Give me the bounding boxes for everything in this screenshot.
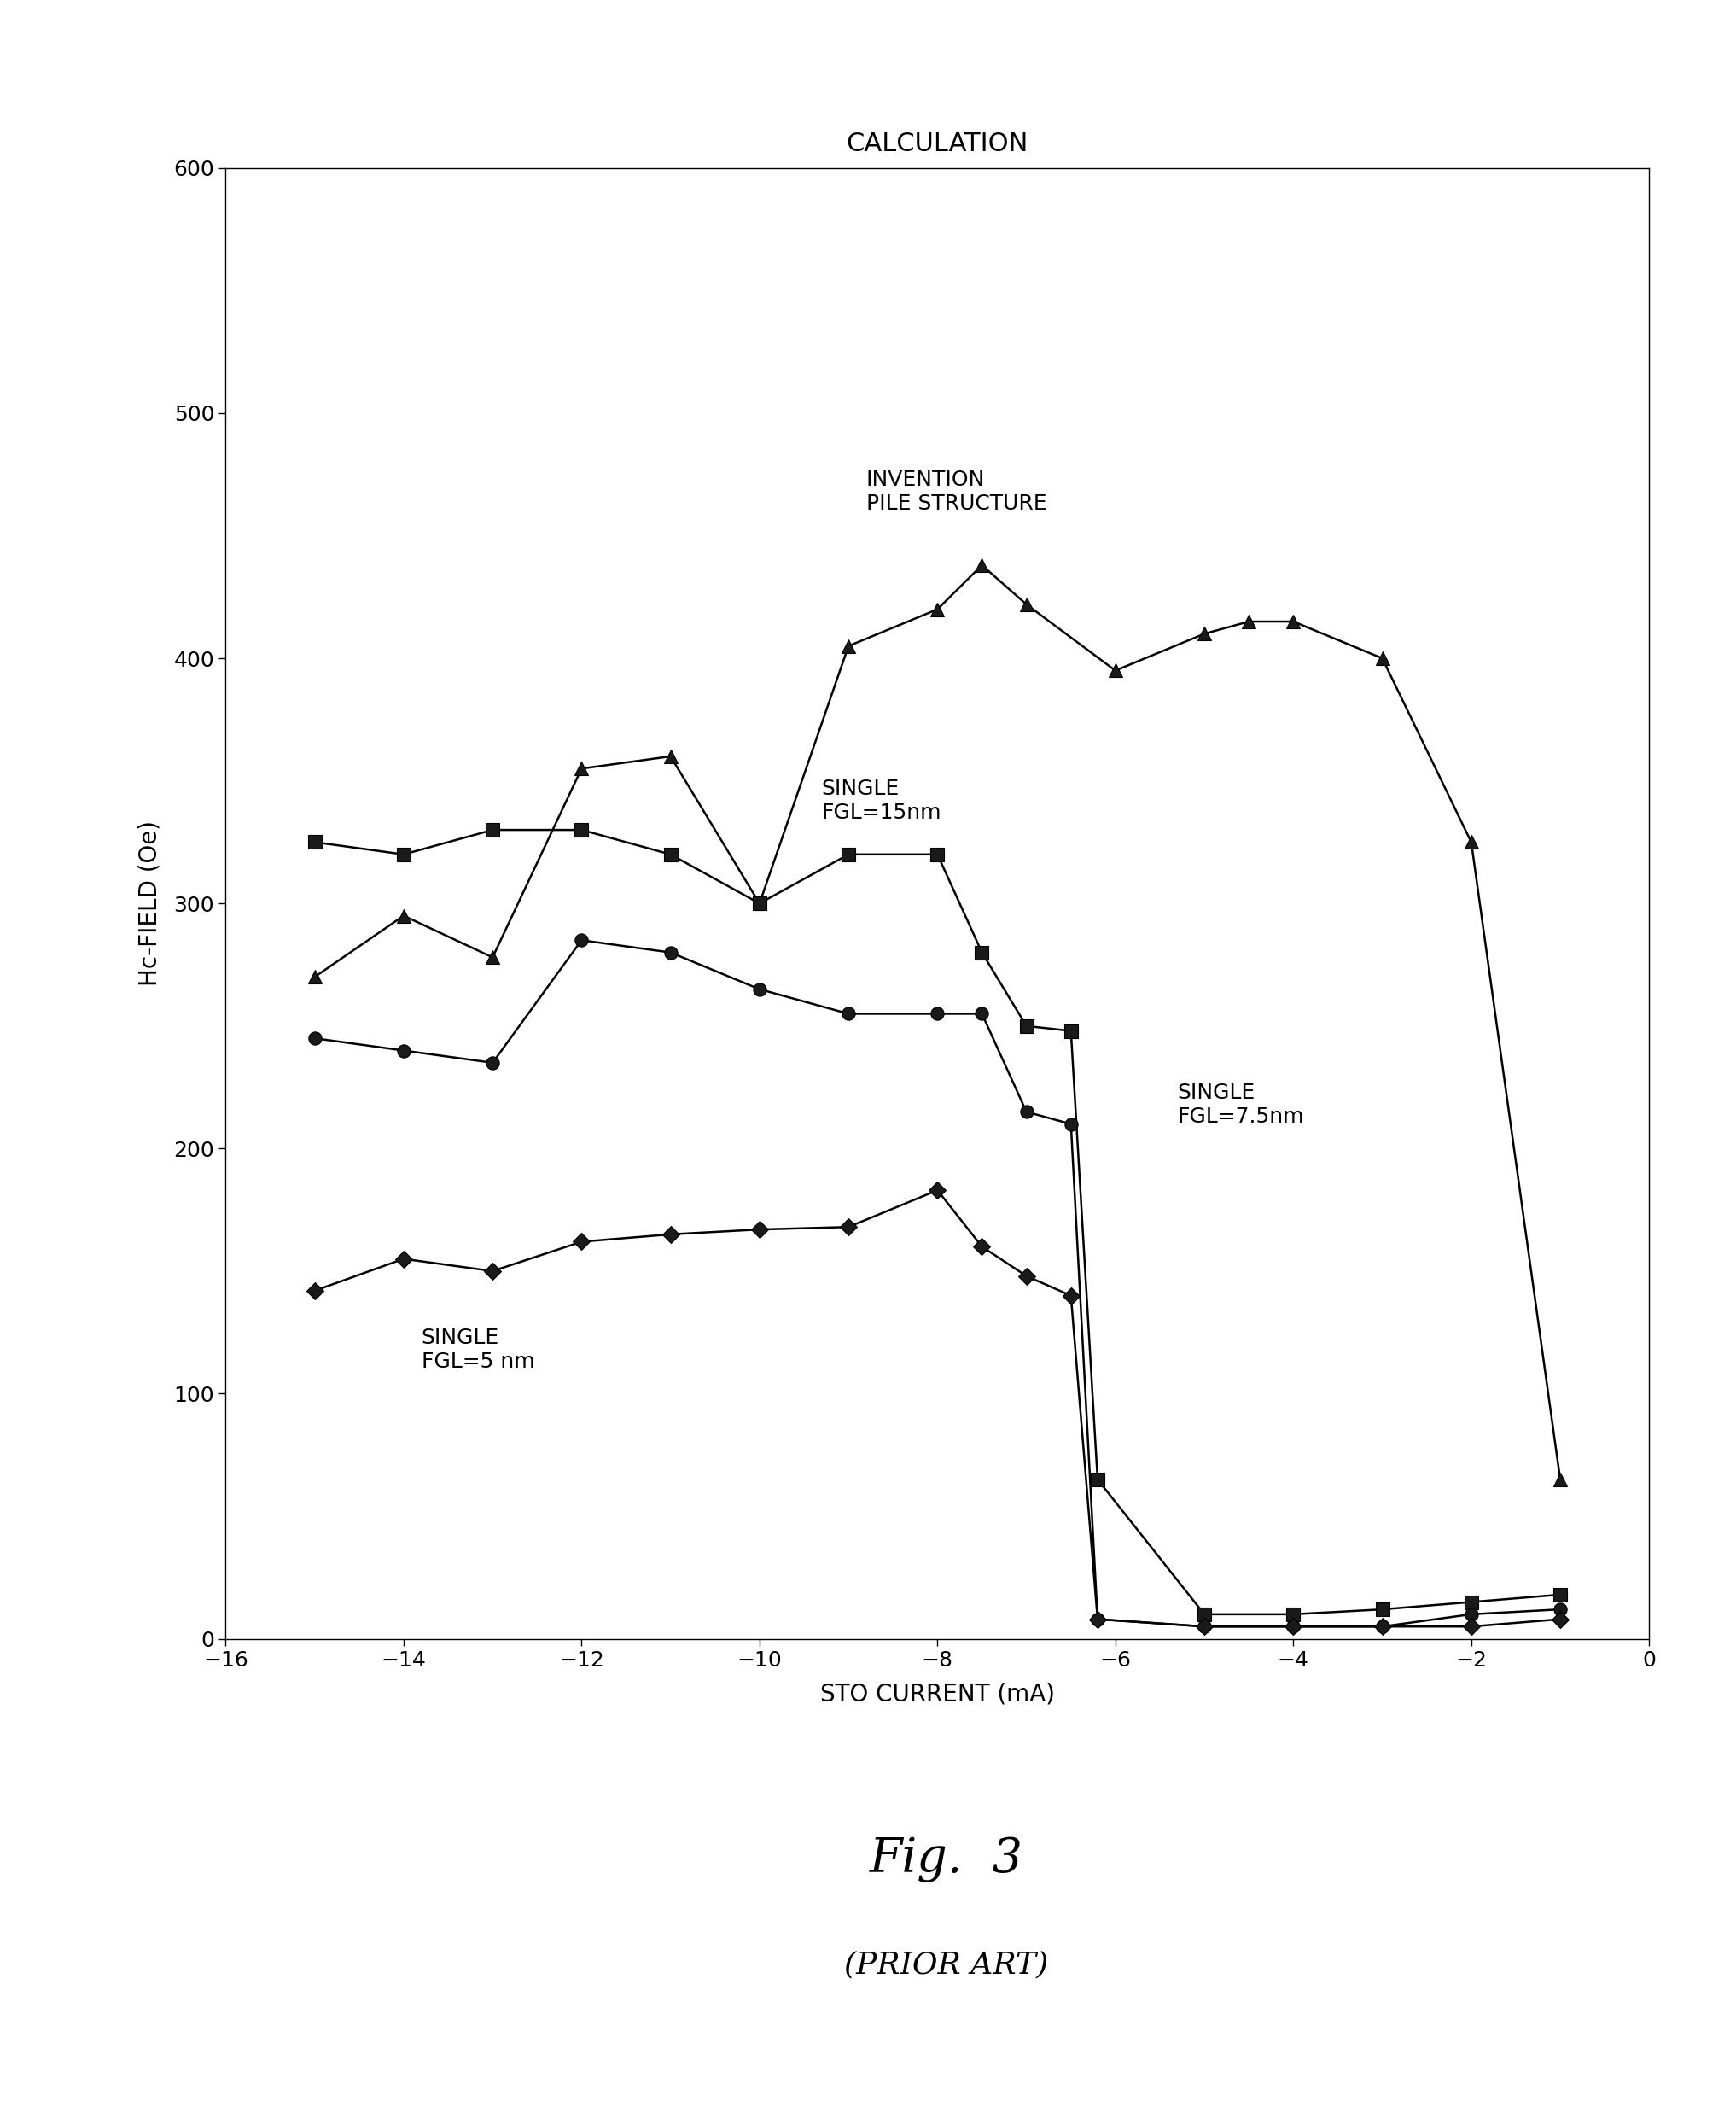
Text: SINGLE
FGL=7.5nm: SINGLE FGL=7.5nm — [1177, 1082, 1304, 1126]
Text: (PRIOR ART): (PRIOR ART) — [844, 1950, 1049, 1979]
Text: INVENTION
PILE STRUCTURE: INVENTION PILE STRUCTURE — [866, 469, 1047, 515]
Text: SINGLE
FGL=15nm: SINGLE FGL=15nm — [821, 777, 941, 824]
Y-axis label: Hc-FIELD (Oe): Hc-FIELD (Oe) — [137, 821, 161, 985]
Text: SINGLE
FGL=5 nm: SINGLE FGL=5 nm — [422, 1328, 535, 1372]
Text: Fig.  3: Fig. 3 — [870, 1836, 1023, 1882]
Title: CALCULATION: CALCULATION — [847, 132, 1028, 158]
X-axis label: STO CURRENT (mA): STO CURRENT (mA) — [819, 1683, 1055, 1706]
